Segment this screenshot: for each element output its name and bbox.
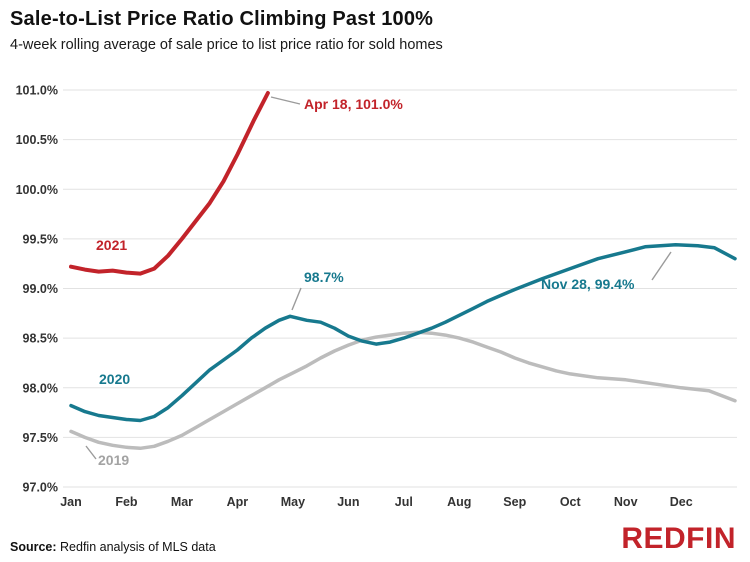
series-line-2021 [69, 91, 270, 276]
x-axis-tick-label: Dec [670, 495, 693, 509]
annotation-connector [651, 251, 672, 281]
y-axis-tick-label: 98.0% [23, 381, 58, 395]
series-line-2020 [69, 243, 737, 423]
redfin-logo: REDFIN [621, 522, 736, 555]
source-label: Source: [10, 540, 57, 554]
y-axis-tick-label: 97.5% [23, 431, 58, 445]
page-title: Sale-to-List Price Ratio Climbing Past 1… [10, 8, 434, 30]
x-axis-tick-label: Jun [337, 495, 359, 509]
series-label-2019: 2019 [98, 452, 130, 468]
x-axis-tick-label: May [281, 495, 305, 509]
x-axis-tick-label: Nov [614, 495, 638, 509]
y-axis-tick-label: 99.5% [23, 232, 58, 246]
annotation-connector [270, 96, 301, 105]
series-label-2021: 2021 [96, 237, 128, 253]
y-axis-tick-label: 101.0% [16, 84, 58, 98]
page-subtitle: 4-week rolling average of sale price to … [10, 37, 443, 53]
annotation-2020-fall-peak: Nov 28, 99.4% [541, 276, 635, 292]
series-label-2020: 2020 [99, 371, 131, 387]
x-axis-tick-label: Apr [227, 495, 249, 509]
x-axis-tick-label: Mar [171, 495, 193, 509]
x-axis-tick-label: Sep [503, 495, 526, 509]
annotation-connector [291, 287, 302, 311]
y-axis-tick-label: 100.0% [16, 183, 58, 197]
annotation-connector [85, 445, 97, 460]
x-axis-tick-label: Jan [60, 495, 82, 509]
x-axis-tick-label: Oct [560, 495, 582, 509]
source-note: Source: Redfin analysis of MLS data [10, 540, 216, 554]
annotation-2021-peak: Apr 18, 101.0% [304, 96, 403, 112]
x-axis-tick-label: Aug [447, 495, 471, 509]
y-axis-tick-label: 100.5% [16, 133, 58, 147]
y-axis-tick-label: 99.0% [23, 282, 58, 296]
y-axis-tick-label: 98.5% [23, 332, 58, 346]
source-text: Redfin analysis of MLS data [56, 540, 216, 554]
series-line-2019 [69, 330, 737, 451]
x-axis-tick-label: Feb [115, 495, 138, 509]
annotation-2020-spring-peak: 98.7% [304, 269, 344, 285]
y-axis-tick-label: 97.0% [23, 481, 58, 495]
x-axis-tick-label: Jul [395, 495, 413, 509]
